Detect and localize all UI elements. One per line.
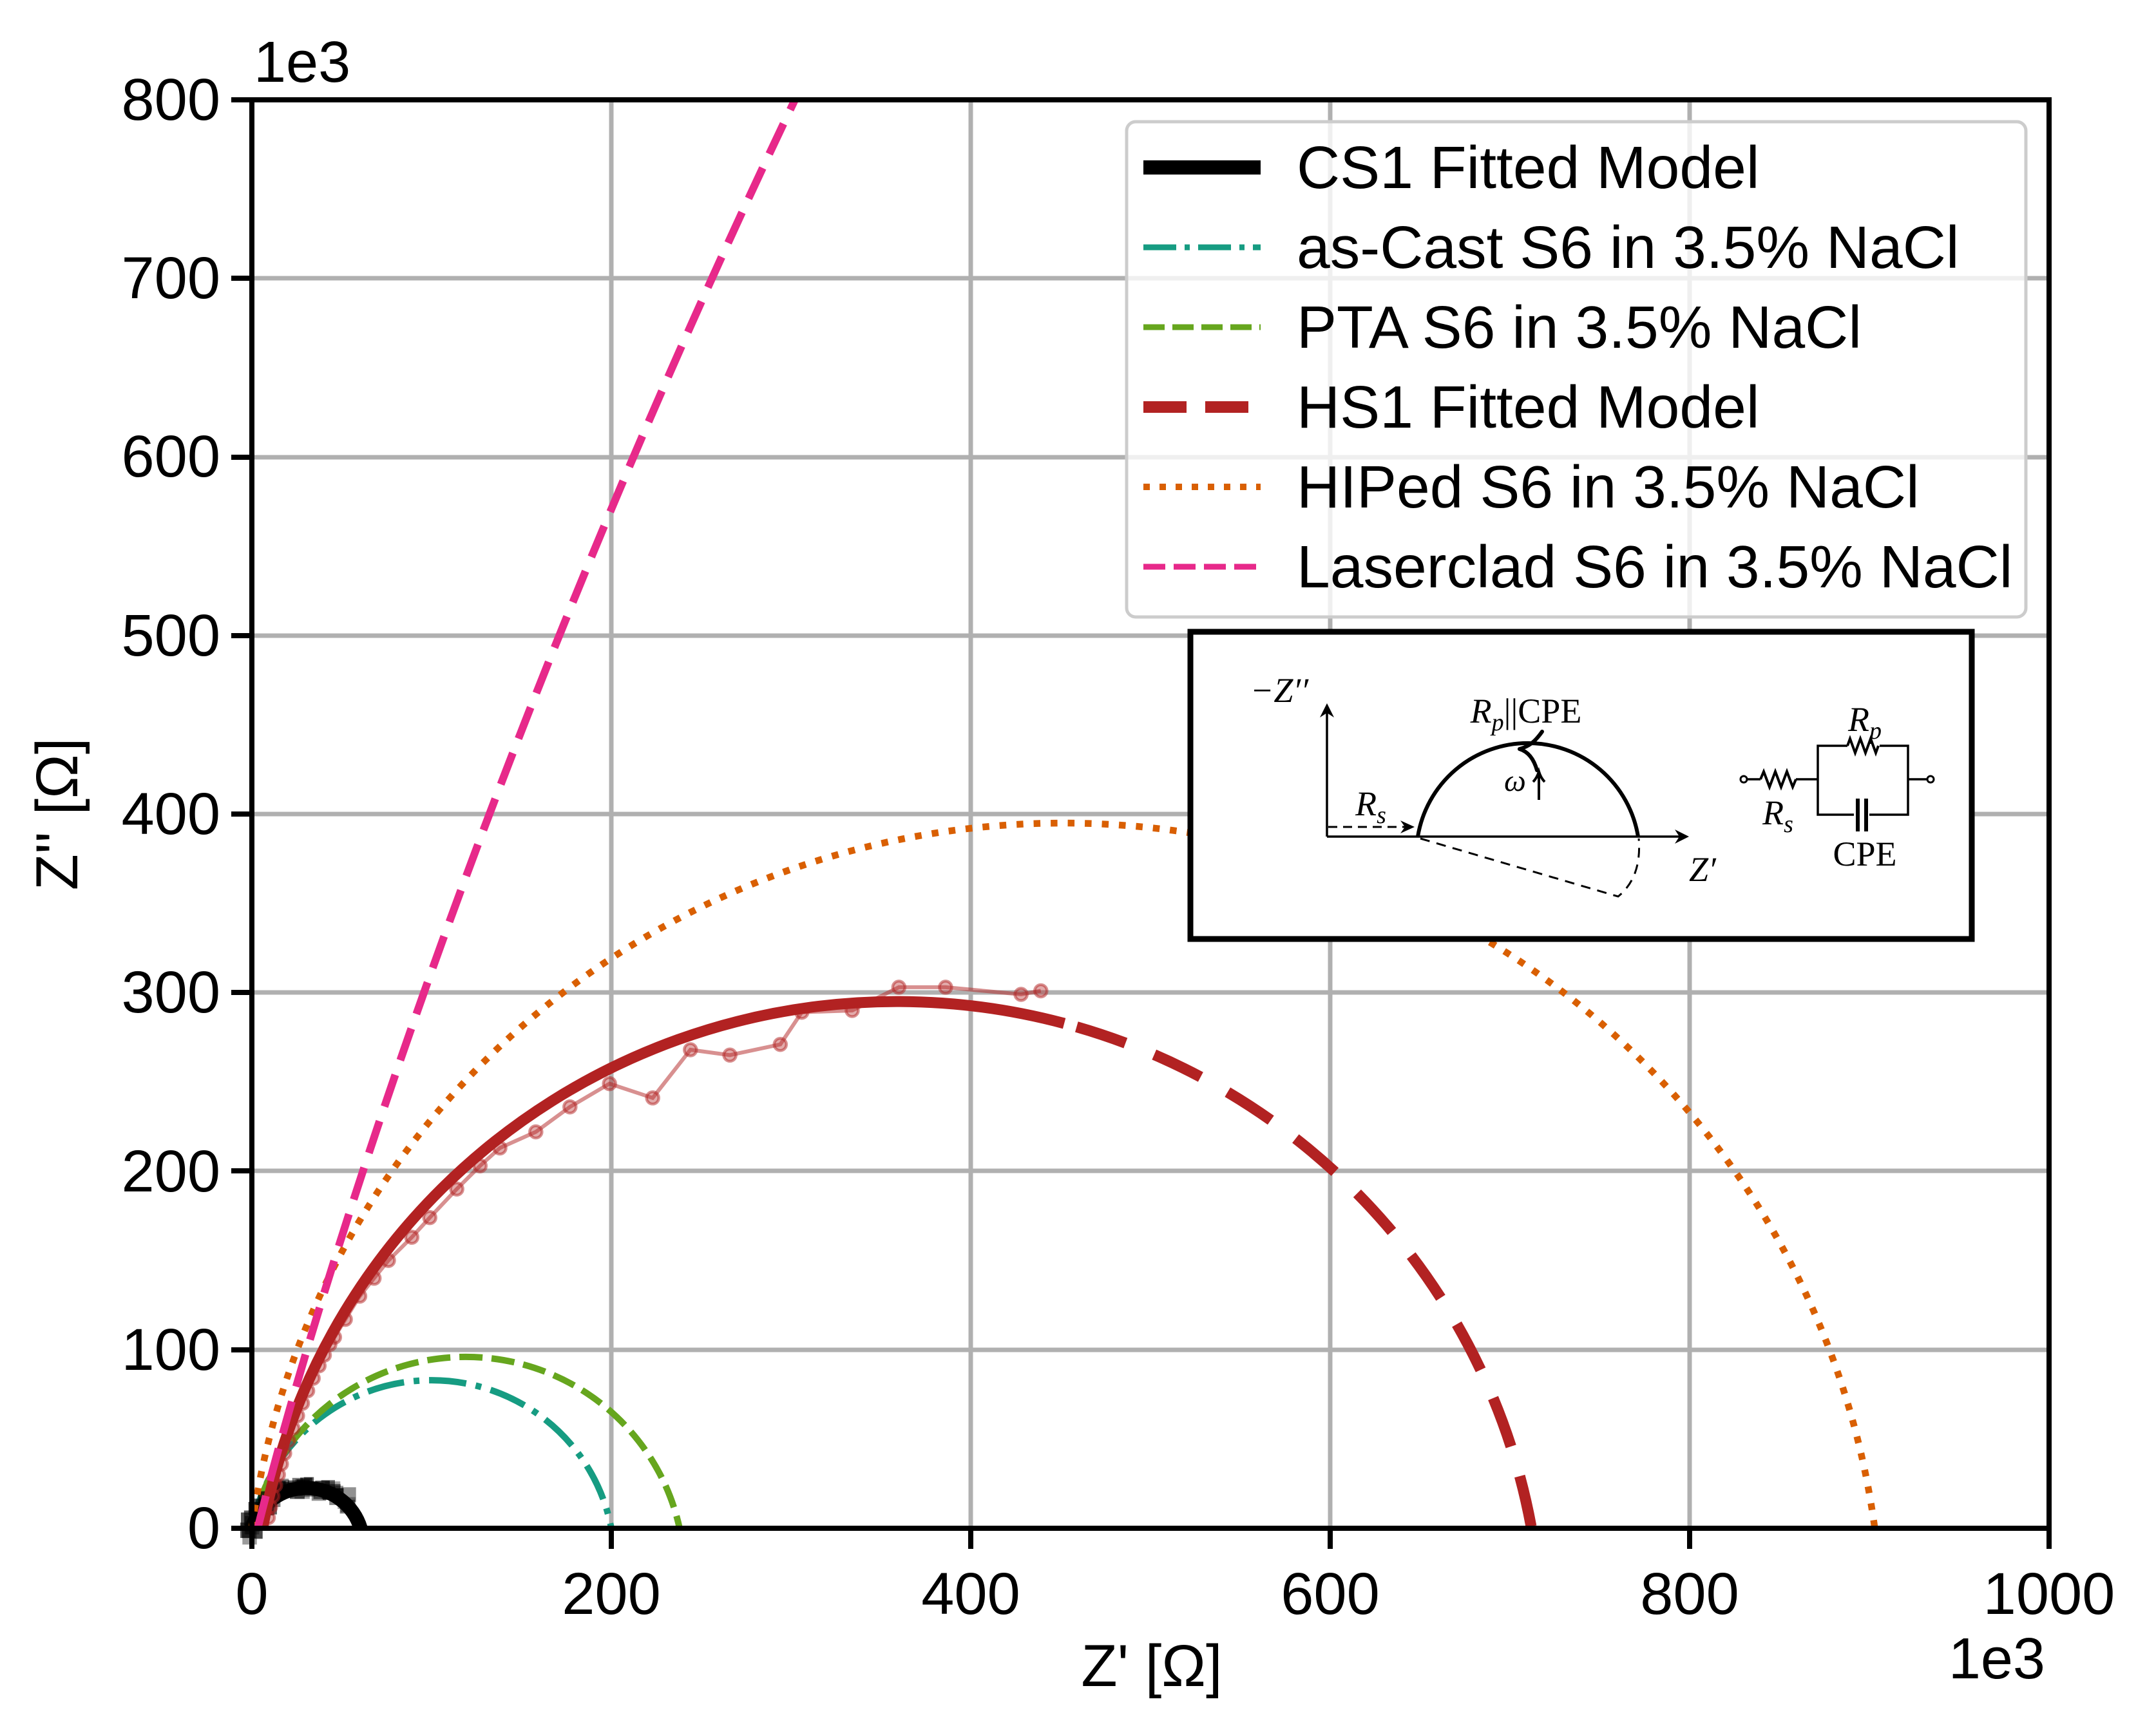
svg-text:200: 200 (122, 1139, 221, 1204)
svg-text:CS1 Fitted Model: CS1 Fitted Model (1297, 134, 1759, 201)
svg-text:500: 500 (122, 603, 221, 668)
svg-text:700: 700 (122, 245, 221, 311)
svg-text:CPE: CPE (1833, 835, 1896, 873)
svg-text:1e3: 1e3 (254, 30, 350, 95)
svg-text:PTA S6 in 3.5% NaCl: PTA S6 in 3.5% NaCl (1297, 294, 1862, 361)
svg-text:600: 600 (122, 424, 221, 489)
svg-text:Z' [Ω]: Z' [Ω] (1081, 1633, 1222, 1699)
svg-text:as-Cast S6 in 3.5% NaCl: as-Cast S6 in 3.5% NaCl (1297, 214, 1960, 281)
svg-text:ω: ω (1504, 764, 1526, 798)
svg-text:Rp||CPE: Rp||CPE (1470, 692, 1582, 736)
svg-text:−Z′′: −Z′′ (1250, 671, 1309, 710)
svg-text:100: 100 (122, 1317, 221, 1383)
svg-text:300: 300 (122, 960, 221, 1025)
svg-text:HS1 Fitted Model: HS1 Fitted Model (1297, 374, 1759, 441)
svg-text:1e3: 1e3 (1949, 1627, 2045, 1691)
svg-text:400: 400 (921, 1561, 1020, 1627)
svg-text:800: 800 (1640, 1561, 1739, 1627)
svg-text:800: 800 (122, 67, 221, 133)
svg-text:HIPed S6 in 3.5% NaCl: HIPed S6 in 3.5% NaCl (1297, 453, 1920, 520)
svg-text:1000: 1000 (1983, 1561, 2115, 1627)
svg-text:0: 0 (187, 1495, 220, 1561)
svg-text:Z′: Z′ (1689, 850, 1717, 889)
svg-text:Rp: Rp (1847, 700, 1882, 744)
svg-text:400: 400 (122, 781, 221, 847)
svg-text:Laserclad S6 in 3.5% NaCl: Laserclad S6 in 3.5% NaCl (1297, 533, 2012, 600)
svg-text:200: 200 (562, 1561, 661, 1627)
svg-text:600: 600 (1281, 1561, 1380, 1627)
svg-text:Z'' [Ω]: Z'' [Ω] (24, 738, 90, 891)
svg-text:0: 0 (235, 1561, 268, 1627)
